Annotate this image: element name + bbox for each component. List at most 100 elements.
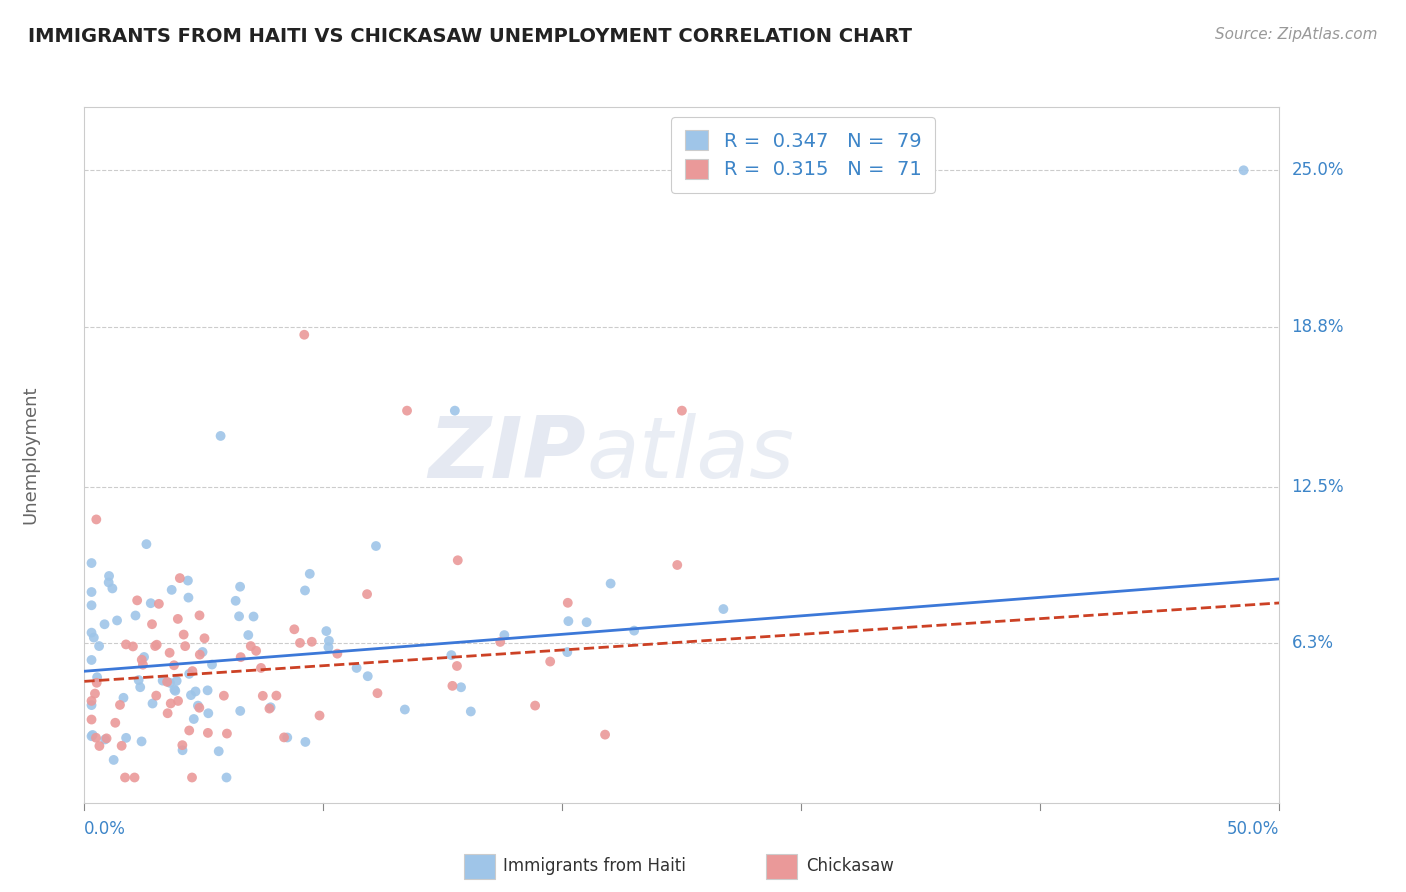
Point <box>177 574 200 588</box>
Point <box>201 657 224 672</box>
Point <box>713 602 735 616</box>
Point <box>229 704 252 718</box>
Text: 6.3%: 6.3% <box>1291 634 1333 652</box>
Point <box>396 403 419 417</box>
Point <box>308 708 330 723</box>
Text: Unemployment: Unemployment <box>21 385 39 524</box>
Point <box>166 673 188 688</box>
Point <box>346 661 368 675</box>
Point <box>96 731 118 746</box>
Point <box>671 403 693 417</box>
Point <box>181 771 204 785</box>
Point <box>80 713 103 727</box>
Point <box>444 403 467 417</box>
Point <box>245 644 267 658</box>
Point <box>141 697 163 711</box>
Point <box>124 608 146 623</box>
Text: ZIP: ZIP <box>429 413 586 497</box>
Point <box>209 429 232 443</box>
Point <box>135 537 157 551</box>
Point <box>86 670 108 684</box>
Point <box>1232 163 1254 178</box>
Point <box>555 645 578 659</box>
Point <box>494 628 516 642</box>
Point <box>105 614 128 628</box>
Point <box>82 728 104 742</box>
Point <box>440 648 463 662</box>
Point <box>80 625 103 640</box>
Point <box>128 673 150 687</box>
Legend: R =  0.347   N =  79, R =  0.315   N =  71: R = 0.347 N = 79, R = 0.315 N = 71 <box>671 117 935 193</box>
Point <box>225 594 247 608</box>
Point <box>191 645 214 659</box>
Point <box>212 689 235 703</box>
Point <box>294 735 316 749</box>
Point <box>181 664 204 678</box>
Point <box>163 682 186 697</box>
Point <box>86 675 108 690</box>
Point <box>215 771 238 785</box>
Point <box>87 639 110 653</box>
Point <box>80 653 103 667</box>
Point <box>112 690 135 705</box>
Point <box>184 684 207 698</box>
Point <box>259 701 281 715</box>
Text: 50.0%: 50.0% <box>1227 821 1279 838</box>
Text: IMMIGRANTS FROM HAITI VS CHICKASAW UNEMPLOYMENT CORRELATION CHART: IMMIGRANTS FROM HAITI VS CHICKASAW UNEMP… <box>28 27 912 45</box>
Point <box>524 698 547 713</box>
Point <box>148 597 170 611</box>
Point <box>84 687 107 701</box>
Point <box>165 683 187 698</box>
Point <box>460 705 482 719</box>
Point <box>228 609 250 624</box>
Point <box>364 539 387 553</box>
Point <box>143 639 166 653</box>
Point <box>193 632 215 646</box>
Point <box>114 771 136 785</box>
Point <box>394 702 416 716</box>
Point <box>188 700 211 714</box>
Text: Chickasaw: Chickasaw <box>806 857 894 875</box>
Text: atlas: atlas <box>586 413 794 497</box>
Point <box>179 723 201 738</box>
Point <box>156 674 179 689</box>
Point <box>250 661 273 675</box>
Point <box>80 585 103 599</box>
Point <box>101 582 124 596</box>
Point <box>179 666 201 681</box>
Point <box>318 640 340 655</box>
Point <box>159 676 181 690</box>
Point <box>183 712 205 726</box>
Point <box>557 596 579 610</box>
Point <box>441 679 464 693</box>
Point <box>89 739 111 753</box>
Point <box>98 569 121 583</box>
Text: Immigrants from Haiti: Immigrants from Haiti <box>503 857 686 875</box>
Point <box>127 593 149 607</box>
Point <box>132 657 155 672</box>
Point <box>188 648 211 662</box>
Point <box>238 628 260 642</box>
Text: 0.0%: 0.0% <box>84 821 127 838</box>
Point <box>538 655 561 669</box>
Point <box>129 680 152 694</box>
Point <box>288 636 311 650</box>
Point <box>197 706 219 721</box>
Point <box>666 558 689 572</box>
Point <box>357 669 380 683</box>
Point <box>132 650 155 665</box>
Point <box>115 731 138 745</box>
Point <box>169 571 191 585</box>
Point <box>80 556 103 570</box>
Point <box>111 739 134 753</box>
Point <box>623 624 645 638</box>
Point <box>276 731 298 745</box>
Point <box>366 686 388 700</box>
Point <box>294 583 316 598</box>
Point <box>108 698 131 712</box>
Point <box>131 653 153 667</box>
Point <box>167 694 190 708</box>
Point <box>301 634 323 648</box>
Point <box>159 697 181 711</box>
Point <box>197 726 219 740</box>
